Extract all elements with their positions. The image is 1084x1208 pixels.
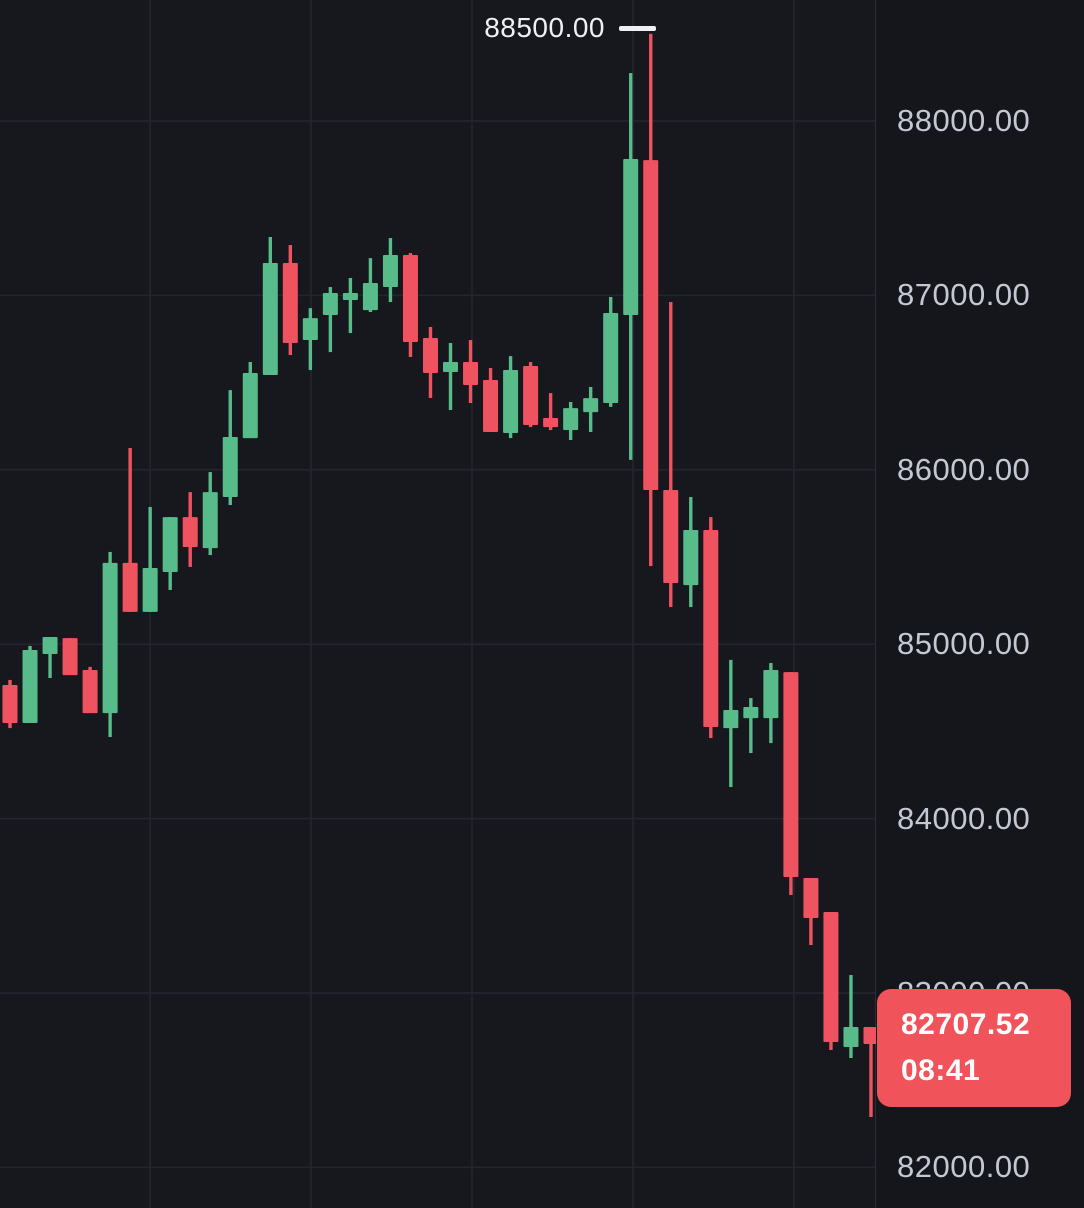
candle-body-down <box>663 490 679 583</box>
candle-body-down <box>543 418 559 428</box>
candle-body-down <box>483 379 499 432</box>
price-axis-label: 87000.00 <box>897 277 1031 313</box>
candle-body-up <box>42 637 58 654</box>
candle-body-up <box>222 437 238 498</box>
candle-body-up <box>142 567 158 612</box>
candle-body-up <box>623 159 639 315</box>
candle-body-up <box>503 370 519 434</box>
candle-body-down <box>62 638 78 676</box>
candle-body-down <box>803 878 819 918</box>
candle-body-up <box>723 709 739 729</box>
candle-body-up <box>563 408 579 431</box>
candle-body-down <box>523 366 539 425</box>
candle-body-down <box>82 670 98 714</box>
candle-wick <box>328 287 333 353</box>
candle-wick <box>849 975 853 1059</box>
last-price-value: 82707.52 <box>901 1008 1031 1041</box>
candle-body-down <box>823 912 839 1042</box>
candle-wick <box>48 637 52 679</box>
candle-body-up <box>322 292 338 315</box>
candle-body-up <box>382 254 398 288</box>
candle-countdown-timer: 08:41 <box>901 1054 981 1087</box>
candle-body-down <box>863 1026 879 1044</box>
candle-body-up <box>843 1026 859 1048</box>
candle-body-up <box>102 562 118 714</box>
candle-body-up <box>362 283 378 311</box>
candle-body-up <box>743 706 759 719</box>
candle-wick <box>448 343 453 410</box>
price-axis-label: 85000.00 <box>897 626 1031 662</box>
candle-body-up <box>22 649 38 724</box>
last-price-badge[interactable]: 82707.52 08:41 <box>877 989 1071 1107</box>
candle-wick <box>548 393 553 431</box>
candle-wick <box>128 448 132 612</box>
candle-wick <box>348 277 353 334</box>
candle-body-down <box>182 517 198 548</box>
candle-body-up <box>202 492 218 549</box>
price-axis-label: 88000.00 <box>897 103 1031 139</box>
candle-body-up <box>342 292 358 300</box>
candle-body-up <box>162 517 178 572</box>
price-axis-label: 82000.00 <box>897 1149 1031 1185</box>
candle-wick <box>148 506 152 612</box>
candle-body-up <box>583 398 599 413</box>
candle-wick <box>749 698 753 754</box>
price-axis-label: 86000.00 <box>897 451 1031 487</box>
candle-body-up <box>262 262 278 375</box>
candle-body-up <box>242 373 258 439</box>
candle-body-up <box>763 670 779 719</box>
candle-body-down <box>402 254 418 342</box>
candle-wick <box>869 1026 873 1117</box>
candle-body-down <box>703 529 719 728</box>
candle-body-down <box>122 562 138 612</box>
candle-body-down <box>282 262 298 344</box>
candle-body-up <box>683 529 699 586</box>
candle-body-down <box>643 160 659 491</box>
candle-body-down <box>422 337 438 374</box>
candle-body-down <box>463 362 479 386</box>
candle-body-down <box>783 672 799 878</box>
price-axis-label: 84000.00 <box>897 800 1031 836</box>
candle-body-up <box>443 362 459 372</box>
candle-body-up <box>603 313 619 404</box>
candle-body-up <box>302 318 318 341</box>
candle-body-down <box>2 685 18 724</box>
candle-wick <box>669 302 673 608</box>
